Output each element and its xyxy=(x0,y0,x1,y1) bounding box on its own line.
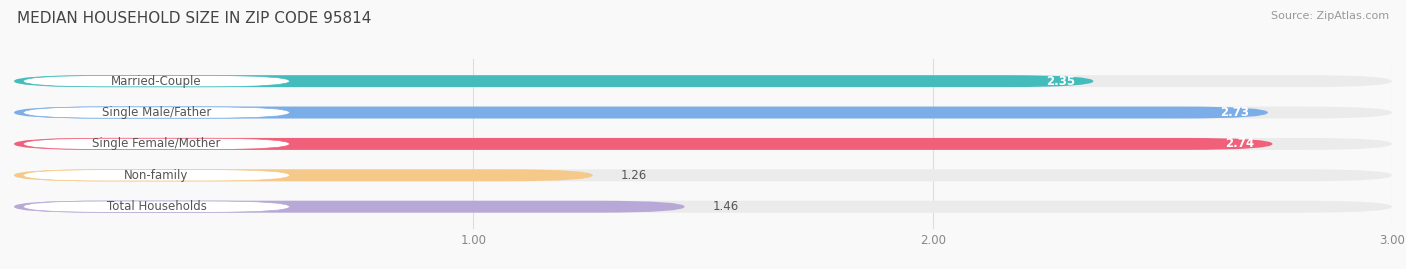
Text: Single Female/Mother: Single Female/Mother xyxy=(93,137,221,150)
FancyBboxPatch shape xyxy=(24,170,290,181)
FancyBboxPatch shape xyxy=(14,169,593,181)
Text: 1.46: 1.46 xyxy=(713,200,738,213)
FancyBboxPatch shape xyxy=(14,107,1268,119)
FancyBboxPatch shape xyxy=(14,107,1392,119)
FancyBboxPatch shape xyxy=(24,76,290,87)
FancyBboxPatch shape xyxy=(14,138,1272,150)
Text: Married-Couple: Married-Couple xyxy=(111,75,201,88)
Text: 2.74: 2.74 xyxy=(1225,137,1254,150)
FancyBboxPatch shape xyxy=(14,201,685,213)
FancyBboxPatch shape xyxy=(14,75,1094,87)
Text: Total Households: Total Households xyxy=(107,200,207,213)
FancyBboxPatch shape xyxy=(14,138,1392,150)
Text: 2.35: 2.35 xyxy=(1046,75,1076,88)
Text: Non-family: Non-family xyxy=(124,169,188,182)
FancyBboxPatch shape xyxy=(24,201,290,212)
Text: 2.73: 2.73 xyxy=(1220,106,1250,119)
FancyBboxPatch shape xyxy=(14,201,1392,213)
Text: 1.26: 1.26 xyxy=(620,169,647,182)
Text: MEDIAN HOUSEHOLD SIZE IN ZIP CODE 95814: MEDIAN HOUSEHOLD SIZE IN ZIP CODE 95814 xyxy=(17,11,371,26)
Text: Source: ZipAtlas.com: Source: ZipAtlas.com xyxy=(1271,11,1389,21)
FancyBboxPatch shape xyxy=(14,169,1392,181)
FancyBboxPatch shape xyxy=(24,138,290,150)
Text: Single Male/Father: Single Male/Father xyxy=(101,106,211,119)
FancyBboxPatch shape xyxy=(24,107,290,118)
FancyBboxPatch shape xyxy=(14,75,1392,87)
